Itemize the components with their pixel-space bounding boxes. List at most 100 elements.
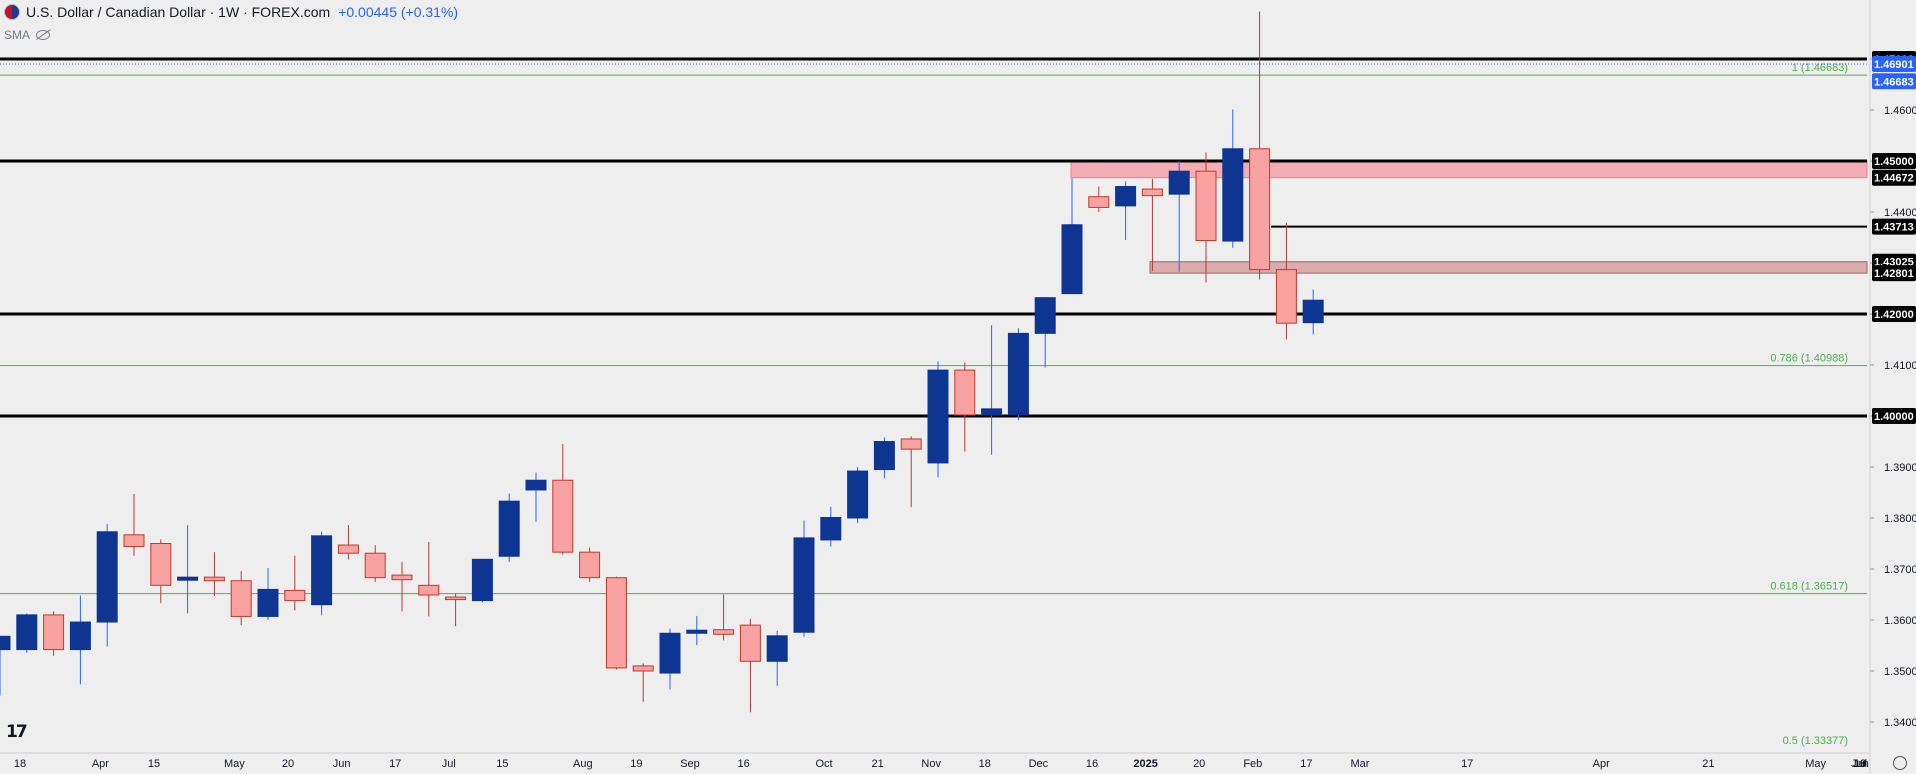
candle-body[interactable] <box>123 534 145 548</box>
candle-body[interactable] <box>579 551 601 579</box>
candle-body[interactable] <box>793 537 815 633</box>
candle-body[interactable] <box>1034 297 1056 334</box>
candle-body[interactable] <box>471 558 493 602</box>
candle-body[interactable] <box>96 531 118 623</box>
chart-header: U.S. Dollar / Canadian Dollar · 1W · FOR… <box>4 3 458 21</box>
resistance-zone[interactable] <box>1070 160 1868 179</box>
y-tick-label: 1.44000 <box>1884 207 1916 219</box>
level-price-tag-bg <box>1872 218 1916 235</box>
candle-body[interactable] <box>203 576 225 582</box>
x-tick-label: 16 <box>1086 758 1098 770</box>
candle-body[interactable] <box>1007 332 1029 415</box>
x-tick-label: 17 <box>1461 758 1473 770</box>
candle-body[interactable] <box>659 632 681 674</box>
candle-body[interactable] <box>1195 170 1217 242</box>
candle-body[interactable] <box>1141 188 1163 197</box>
y-tick-label: 1.39000 <box>1884 462 1916 474</box>
price-change: +0.00445 (+0.31%) <box>338 4 459 20</box>
x-tick-label: 16 <box>1854 758 1866 770</box>
x-tick-label: Oct <box>815 758 832 770</box>
current-price-tag: 1.46901 <box>1874 59 1914 71</box>
candle-body[interactable] <box>0 635 11 651</box>
candle-body[interactable] <box>391 574 413 581</box>
x-tick-label: 15 <box>496 758 508 770</box>
candle-body[interactable] <box>954 369 976 416</box>
tradingview-logo-icon[interactable]: 17 <box>6 722 28 742</box>
y-tick-label: 1.34000 <box>1884 717 1916 729</box>
x-tick-label: 19 <box>1854 758 1866 770</box>
candle-body[interactable] <box>257 588 279 617</box>
candle-body[interactable] <box>873 441 895 471</box>
candle-body[interactable] <box>445 596 467 601</box>
y-tick-label: 1.46000 <box>1884 105 1916 117</box>
candle-body[interactable] <box>981 408 1003 416</box>
candle-body[interactable] <box>1302 299 1324 324</box>
fib-level-label: 0.5 (1.33377) <box>1783 735 1848 747</box>
x-tick-label: Nov <box>921 758 941 770</box>
zone-price-tag-bg <box>1872 265 1916 282</box>
candle-body[interactable] <box>1168 170 1190 195</box>
settings-gear-icon[interactable] <box>1893 756 1907 770</box>
candle-body[interactable] <box>900 438 922 450</box>
candle-body[interactable] <box>766 635 788 662</box>
level-price-tag: 1.43713 <box>1874 222 1914 234</box>
candle-body[interactable] <box>177 576 199 581</box>
candle-body[interactable] <box>337 544 359 554</box>
candle-body[interactable] <box>16 614 38 651</box>
candle-body[interactable] <box>847 470 869 519</box>
eye-hidden-icon[interactable] <box>36 30 51 40</box>
candle-body[interactable] <box>1061 224 1083 295</box>
candle-body[interactable] <box>739 624 761 662</box>
x-tick-label: Jun <box>333 758 351 770</box>
x-tick-label: Jul <box>1853 758 1867 770</box>
x-tick-label: Feb <box>1243 758 1262 770</box>
x-tick-label: Mar <box>1351 758 1370 770</box>
fib-price-tag: 1.46683 <box>1874 76 1914 88</box>
x-tick-label: Sep <box>680 758 700 770</box>
candle-body[interactable] <box>284 589 306 602</box>
candle-body[interactable] <box>1275 269 1297 324</box>
candle-body[interactable] <box>1115 186 1137 207</box>
x-tick-label: 18 <box>979 758 991 770</box>
candle-body[interactable] <box>311 535 333 606</box>
candle-body[interactable] <box>1088 196 1110 208</box>
x-tick-label: 19 <box>630 758 642 770</box>
candle-body[interactable] <box>632 665 654 672</box>
time-axis[interactable] <box>0 753 1870 774</box>
x-tick-label: 20 <box>282 758 294 770</box>
candle-body[interactable] <box>552 479 574 553</box>
price-axis[interactable] <box>1870 0 1916 774</box>
candle-body[interactable] <box>230 580 252 617</box>
candle-body[interactable] <box>498 500 520 557</box>
candle-body[interactable] <box>820 516 842 541</box>
candle-body[interactable] <box>713 629 735 635</box>
indicator-legend[interactable]: SMA <box>4 28 51 42</box>
candle-body[interactable] <box>1222 148 1244 242</box>
y-tick-label: 1.41000 <box>1884 360 1916 372</box>
candle-body[interactable] <box>1249 148 1271 271</box>
level-price-tag: 1.42000 <box>1874 309 1914 321</box>
candle-body[interactable] <box>927 369 949 464</box>
y-tick-label: 1.37000 <box>1884 564 1916 576</box>
candle-body[interactable] <box>69 621 91 651</box>
x-tick-label: 21 <box>871 758 883 770</box>
candle-body[interactable] <box>525 479 547 491</box>
level-price-tag-bg <box>1872 153 1916 169</box>
candle-body[interactable] <box>43 614 65 651</box>
x-tick-label: May <box>1805 758 1826 770</box>
candle-body[interactable] <box>605 577 627 669</box>
candle-body[interactable] <box>150 543 172 586</box>
x-tick-label: 18 <box>14 758 26 770</box>
x-tick-label: Jul <box>442 758 456 770</box>
candle-body[interactable] <box>364 552 386 579</box>
symbol-title[interactable]: U.S. Dollar / Canadian Dollar · 1W · FOR… <box>26 4 331 20</box>
x-tick-label: 20 <box>1193 758 1205 770</box>
candle-body[interactable] <box>686 629 708 634</box>
y-tick-label: 1.38000 <box>1884 513 1916 525</box>
x-tick-label: 21 <box>1702 758 1714 770</box>
fib-level-label: 0.786 (1.40988) <box>1770 353 1848 365</box>
resistance-zone[interactable] <box>1149 261 1868 274</box>
candle-body[interactable] <box>418 584 440 596</box>
zone-price-tag: 1.42801 <box>1874 268 1914 280</box>
